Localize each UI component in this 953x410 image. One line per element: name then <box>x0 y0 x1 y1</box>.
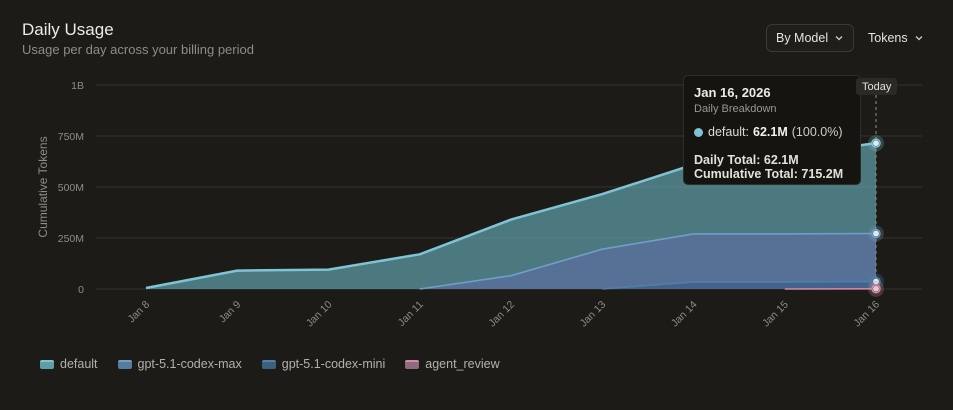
tooltip-cumulative-total: Cumulative Total: 715.2M <box>694 167 844 181</box>
legend-swatch <box>261 359 276 369</box>
y-axis-label: Cumulative Tokens <box>36 136 50 237</box>
legend-label: agent_review <box>425 357 500 371</box>
tooltip-series-row: default: 62.1M (100.0%) <box>694 125 850 139</box>
tooltip-subtitle: Daily Breakdown <box>694 103 777 115</box>
legend-swatch <box>117 359 132 369</box>
data-point-center <box>873 285 879 292</box>
chart-tooltip: Jan 16, 2026 Daily Breakdown default: 62… <box>683 75 861 185</box>
metric-dropdown[interactable]: Tokens <box>859 24 933 52</box>
data-point-center <box>873 230 879 237</box>
x-tick-label: Jan 13 <box>578 299 609 330</box>
tooltip-daily-total: Daily Total: 62.1M <box>694 153 799 167</box>
data-point-center <box>873 140 879 147</box>
tooltip-series-value: 62.1M <box>753 125 788 139</box>
legend-item-gpt-5-1-codex-max[interactable]: gpt-5.1-codex-max <box>117 357 242 371</box>
group-by-dropdown[interactable]: By Model <box>766 24 855 52</box>
chevron-down-icon <box>915 36 923 41</box>
legend-label: gpt-5.1-codex-max <box>137 357 242 371</box>
y-tick-label: 0 <box>78 284 84 296</box>
legend-swatch <box>40 359 54 369</box>
series-line-gpt-5-1-codex-max <box>419 232 877 290</box>
today-marker-label: Today <box>856 78 898 95</box>
x-tick-label: Jan 11 <box>396 299 426 329</box>
chevron-down-icon <box>835 36 843 41</box>
series-line-gpt-5-1-codex-mini <box>602 280 877 290</box>
series-area-gpt-5-1-codex-max <box>419 233 876 289</box>
page-title: Daily Usage <box>22 20 114 39</box>
tooltip-series-pct: (100.0%) <box>791 125 843 139</box>
legend-item-gpt-5-1-codex-mini[interactable]: gpt-5.1-codex-mini <box>261 357 386 371</box>
group-by-label: By Model <box>776 31 829 45</box>
metric-label: Tokens <box>868 31 908 45</box>
x-tick-label: Jan 8 <box>125 299 152 326</box>
series-area-gpt-5-1-codex-mini <box>602 281 876 289</box>
x-tick-label: Jan 16 <box>851 299 882 330</box>
series-dot-icon <box>694 127 703 137</box>
legend-item-agent-review[interactable]: agent_review <box>405 357 500 371</box>
x-tick-label: Jan 12 <box>486 299 517 330</box>
x-tick-label: Jan 14 <box>669 299 700 330</box>
tooltip-series-label: default: <box>708 125 750 139</box>
y-tick-label: 500M <box>58 182 84 194</box>
y-tick-label: 750M <box>58 131 84 143</box>
page-subtitle: Usage per day across your billing period <box>22 42 254 57</box>
y-tick-label: 1B <box>71 80 84 92</box>
x-tick-label: Jan 10 <box>304 299 335 330</box>
legend-swatch <box>405 359 420 369</box>
legend-label: default <box>60 357 98 371</box>
x-tick-label: Jan 9 <box>217 299 244 326</box>
legend-label: gpt-5.1-codex-mini <box>281 357 386 371</box>
y-tick-label: 250M <box>58 233 84 245</box>
tooltip-date: Jan 16, 2026 <box>694 85 771 100</box>
legend-item-default[interactable]: default <box>40 357 98 371</box>
chart-legend: default gpt-5.1-codex-max gpt-5.1-codex-… <box>40 357 500 371</box>
data-point-center <box>873 278 879 285</box>
x-tick-label: Jan 15 <box>760 299 791 330</box>
